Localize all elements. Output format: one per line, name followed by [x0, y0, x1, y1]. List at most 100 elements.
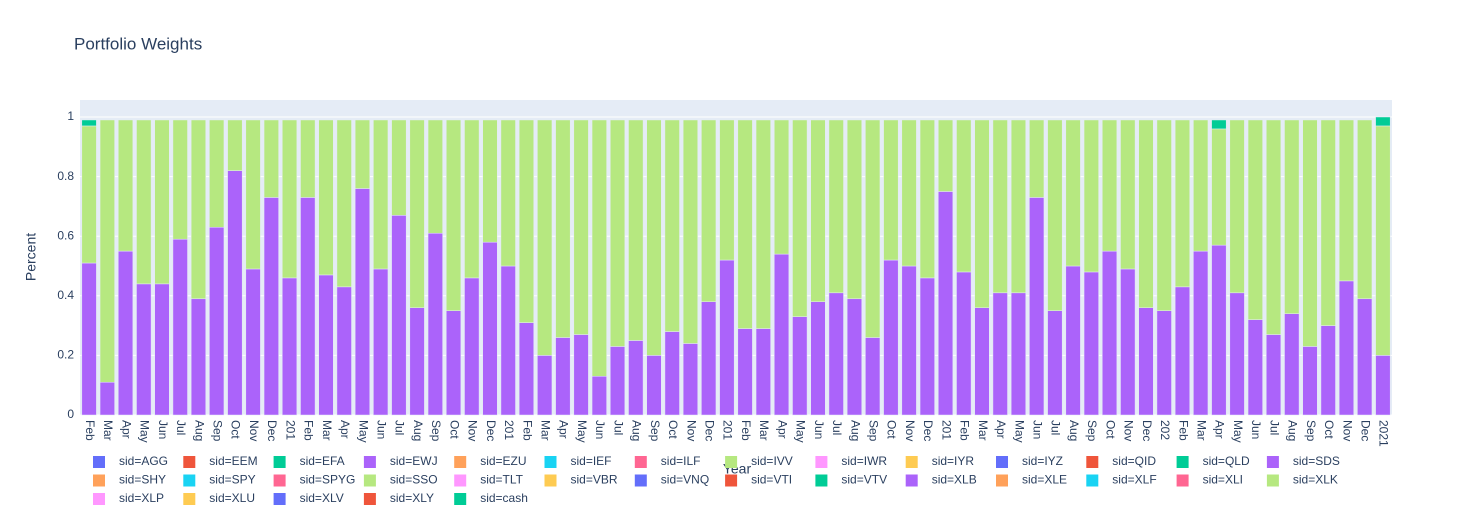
x-tick-label: Apr — [775, 420, 789, 439]
legend-swatch — [93, 474, 105, 487]
legend-swatch — [725, 474, 738, 487]
bar-segment — [136, 283, 152, 416]
bar-segment — [300, 119, 316, 198]
legend-label: sid=VTI — [751, 473, 792, 487]
bar-segment — [1065, 119, 1081, 267]
x-tick-label: May — [356, 420, 370, 443]
bar-segment — [774, 253, 790, 416]
x-tick-label: Dec — [1140, 420, 1154, 441]
bar-segment — [1229, 292, 1245, 416]
legend-swatch — [996, 474, 1008, 487]
x-tick-label: Apr — [1213, 420, 1227, 439]
x-tick-label: Sep — [648, 420, 662, 442]
bar-segment — [664, 119, 680, 332]
bar-segment — [1156, 310, 1172, 416]
legend-label: sid=XLU — [209, 491, 255, 505]
legend-swatch — [273, 456, 286, 468]
bar-segment — [1266, 334, 1282, 416]
bar-segment — [956, 271, 972, 416]
legend-swatch — [1176, 456, 1189, 468]
x-tick-label: Sep — [1085, 420, 1099, 442]
legend-label: sid=XLI — [1203, 473, 1243, 487]
bar-segment — [336, 119, 352, 288]
x-tick-label: Aug — [1067, 420, 1081, 441]
bar-segment — [263, 119, 279, 198]
x-tick-label: Jul — [611, 420, 625, 435]
x-tick-label: Aug — [848, 420, 862, 441]
y-tick-label: 0 — [67, 407, 74, 421]
x-tick-label: Apr — [119, 420, 133, 439]
legend-label: sid=TLT — [480, 473, 523, 487]
x-tick-label: Mar — [320, 420, 334, 441]
x-tick-label: Mar — [757, 420, 771, 441]
legend-swatch — [815, 456, 828, 468]
bar-segment — [956, 119, 972, 273]
x-tick-label: Mar — [101, 420, 115, 441]
bar-segment — [172, 238, 188, 416]
legend-swatch — [634, 456, 647, 468]
bar-segment — [1065, 265, 1081, 416]
legend-label: sid=IYR — [932, 454, 975, 468]
legend-label: sid=QLD — [1203, 454, 1250, 468]
legend-label: sid=XLB — [932, 473, 977, 487]
x-tick-label: Mar — [538, 420, 552, 441]
bar-segment — [1120, 119, 1136, 270]
legend-label: sid=IVV — [751, 454, 793, 468]
x-tick-label: Jul — [174, 420, 188, 435]
bar-segment — [610, 346, 626, 416]
legend-swatch — [273, 493, 286, 505]
x-tick-label: Aug — [1286, 420, 1300, 441]
bar-segment — [610, 119, 626, 347]
legend-label: sid=XLK — [1293, 473, 1338, 487]
x-tick-label: Oct — [666, 420, 680, 439]
bar-segment — [1266, 119, 1282, 335]
bar-segment — [1047, 119, 1063, 311]
x-tick-label: 201 — [721, 420, 735, 440]
legend-label: sid=SPYG — [300, 473, 356, 487]
bar-segment — [1156, 119, 1172, 311]
bar-segment — [464, 119, 480, 279]
legend-label: sid=cash — [480, 491, 528, 505]
legend-swatch — [363, 474, 376, 487]
bar-segment — [500, 119, 516, 267]
bar-segment — [245, 268, 261, 416]
bar-segment — [992, 292, 1008, 416]
x-tick-label: Mar — [976, 420, 990, 441]
x-tick-label: Apr — [338, 420, 352, 439]
bar-segment — [974, 307, 990, 416]
bar-segment — [409, 119, 425, 308]
legend-label: sid=IEF — [571, 454, 612, 468]
legend-label: sid=VTV — [841, 473, 887, 487]
bar-segment — [482, 241, 498, 416]
legend-swatch — [1266, 474, 1279, 487]
bar-segment — [1211, 244, 1227, 416]
bar-segment — [1120, 268, 1136, 416]
bar-segment — [555, 119, 571, 338]
bar-segment — [1211, 119, 1227, 130]
bar-segment — [1102, 119, 1118, 252]
bar-segment — [792, 316, 808, 416]
bar-segment — [1338, 119, 1354, 282]
bar-segment — [118, 119, 134, 252]
x-tick-label: Jul — [830, 420, 844, 435]
bar-segment — [1338, 280, 1354, 416]
x-tick-label: Jun — [374, 420, 388, 439]
bar-segment — [1229, 119, 1245, 294]
bar-segment — [1247, 319, 1263, 416]
x-tick-label: 202 — [1158, 420, 1172, 440]
legend-label: sid=VNQ — [661, 473, 709, 487]
bar-segment — [1174, 286, 1190, 416]
x-tick-label: 201 — [502, 420, 516, 440]
bar-segment — [682, 119, 698, 344]
plot-area — [80, 100, 1392, 415]
bar-segment — [938, 119, 954, 192]
bar-segment — [737, 119, 753, 329]
x-tick-label: Dec — [484, 420, 498, 441]
legend-swatch — [905, 456, 918, 468]
bar-segment — [518, 119, 534, 323]
bar-segment — [154, 119, 170, 285]
x-tick-label: Nov — [247, 420, 261, 441]
x-tick-label: Sep — [866, 420, 880, 442]
bar-segment — [755, 119, 771, 329]
